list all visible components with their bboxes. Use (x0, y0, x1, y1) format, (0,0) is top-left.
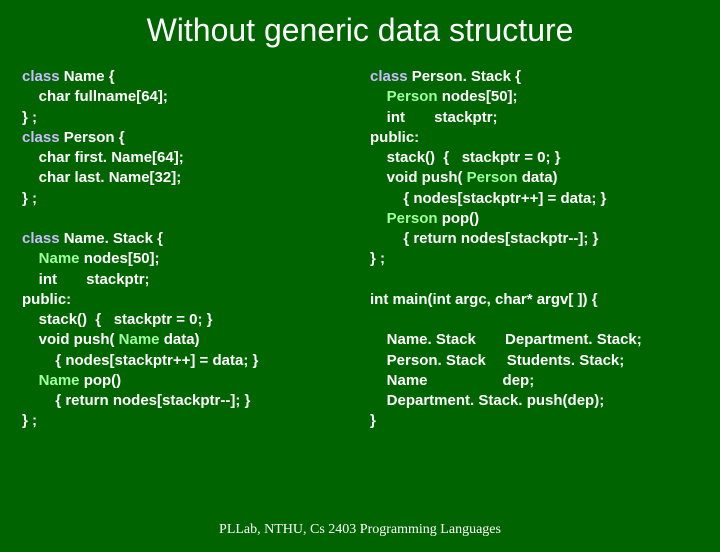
t: Person. Stack Students. Stack; (370, 352, 624, 369)
t (370, 88, 387, 105)
code-columns: class Name { char fullname[64]; } ; clas… (0, 67, 720, 432)
kw: class (22, 129, 60, 146)
t: } ; (22, 109, 37, 126)
type: Person (463, 169, 518, 186)
t: } ; (370, 250, 385, 267)
type: Person (387, 210, 438, 227)
kw: class (22, 230, 60, 247)
slide-footer: PLLab, NTHU, Cs 2403 Programming Languag… (0, 522, 720, 538)
t: Person. Stack { (408, 68, 521, 85)
t: data) (518, 169, 558, 186)
t (370, 210, 387, 227)
t: Name { (60, 68, 115, 85)
t: { return nodes[stackptr--]; } (370, 230, 598, 247)
t (22, 250, 39, 267)
type: Name (39, 250, 80, 267)
type: Name (115, 331, 160, 348)
t: nodes[50]; (438, 88, 518, 105)
t: pop() (80, 372, 122, 389)
t: int stackptr; (370, 109, 498, 126)
type: Name (39, 372, 80, 389)
t: int stackptr; (22, 271, 150, 288)
t: stack() { stackptr = 0; } (22, 311, 213, 328)
t: Department. Stack. push(dep); (370, 392, 604, 409)
t: { nodes[stackptr++] = data; } (370, 190, 606, 207)
t: char last. Name[32]; (22, 169, 181, 186)
t: public: (22, 291, 71, 308)
t: stack() { stackptr = 0; } (370, 149, 561, 166)
t: Name dep; (370, 372, 534, 389)
t: Person { (60, 129, 125, 146)
t: int main(int argc, char* argv[ ]) { (370, 291, 598, 308)
t: char fullname[64]; (22, 88, 168, 105)
t: nodes[50]; (80, 250, 160, 267)
t (22, 372, 39, 389)
t: } ; (22, 412, 37, 429)
type: Person (387, 88, 438, 105)
t: pop() (438, 210, 480, 227)
t: data) (160, 331, 200, 348)
t: { return nodes[stackptr--]; } (22, 392, 250, 409)
t: void push( (370, 169, 463, 186)
t: Name. Stack Department. Stack; (370, 331, 642, 348)
t: public: (370, 129, 419, 146)
t: Name. Stack { (60, 230, 163, 247)
slide-title: Without generic data structure (0, 12, 720, 49)
t: } ; (22, 190, 37, 207)
left-code-column: class Name { char fullname[64]; } ; clas… (22, 67, 350, 432)
kw: class (370, 68, 408, 85)
t: void push( (22, 331, 115, 348)
t: { nodes[stackptr++] = data; } (22, 352, 258, 369)
kw: class (22, 68, 60, 85)
t: char first. Name[64]; (22, 149, 184, 166)
right-code-column: class Person. Stack { Person nodes[50]; … (370, 67, 698, 432)
t: } (370, 412, 376, 429)
